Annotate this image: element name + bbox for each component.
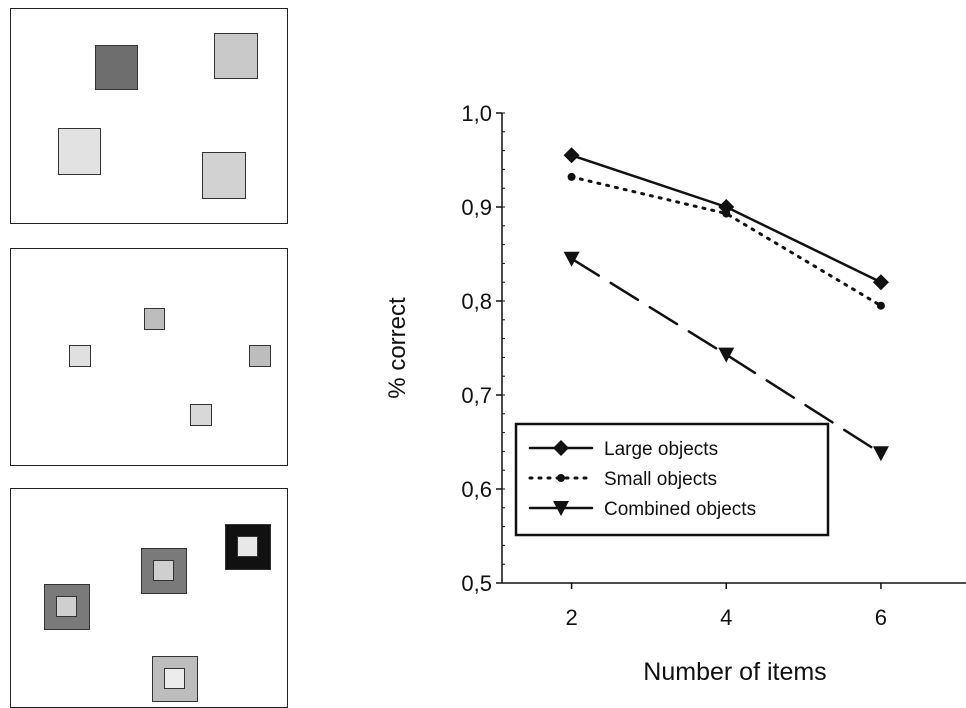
stimulus-panel-small [10,248,288,466]
x-tick-label: 4 [720,605,732,630]
triangle-marker [718,347,735,363]
combined-square-inner [237,536,258,557]
diamond-marker [872,274,889,291]
triangle-marker [872,446,889,462]
small-square [69,345,91,367]
diamond-marker [718,199,735,215]
triangle-marker [553,501,569,516]
combined-square [44,584,90,630]
dot-marker [876,301,885,310]
y-tick-label: 0,7 [461,383,492,408]
combined-square [225,524,271,570]
series-small-objects [567,172,885,310]
y-tick-label: 0,8 [461,289,492,314]
dot-marker [722,209,731,218]
large-square-light [214,33,258,79]
large-square-light [58,128,101,175]
x-tick-label: 6 [875,605,887,630]
diamond-marker [563,147,580,164]
y-tick-label: 0,9 [461,195,492,220]
x-axis-label: Number of items [643,658,826,686]
small-square [249,345,271,367]
y-tick-label: 1,0 [461,101,492,126]
combined-square-inner [164,668,185,689]
chart-series [563,147,889,462]
x-tick-label: 2 [565,605,577,630]
dot-marker [557,474,565,482]
combined-square [141,548,187,594]
large-square-dark [95,45,138,90]
combined-square-inner [56,596,77,617]
chart-legend: Large objects Small objects Combined objec… [514,422,830,537]
series-line [570,154,883,284]
large-square-light [202,152,246,199]
diamond-marker [553,440,569,456]
series-large-objects [563,147,889,291]
legend-label: Small objects [604,469,717,490]
small-square [190,404,212,426]
y-tick-label: 0,5 [461,571,492,596]
legend-label: Large objects [604,439,718,460]
chart-axes [501,113,966,584]
triangle-marker [563,251,580,267]
stimulus-panel-large [10,8,288,224]
y-axis-label: % correct [384,297,411,399]
legend-label: Combined objects [604,499,756,520]
y-tick-label: 0,6 [461,477,492,502]
small-square [144,308,165,330]
series-line [570,175,883,308]
series-combined-objects [563,251,889,462]
dot-marker [567,172,576,181]
series-line [570,257,883,455]
stimulus-panel-combined [10,488,288,708]
chart-ticks: 0,5 0,6 0,7 0,8 0,9 1,0 2 4 6 [461,101,887,630]
combined-square-inner [153,560,174,581]
